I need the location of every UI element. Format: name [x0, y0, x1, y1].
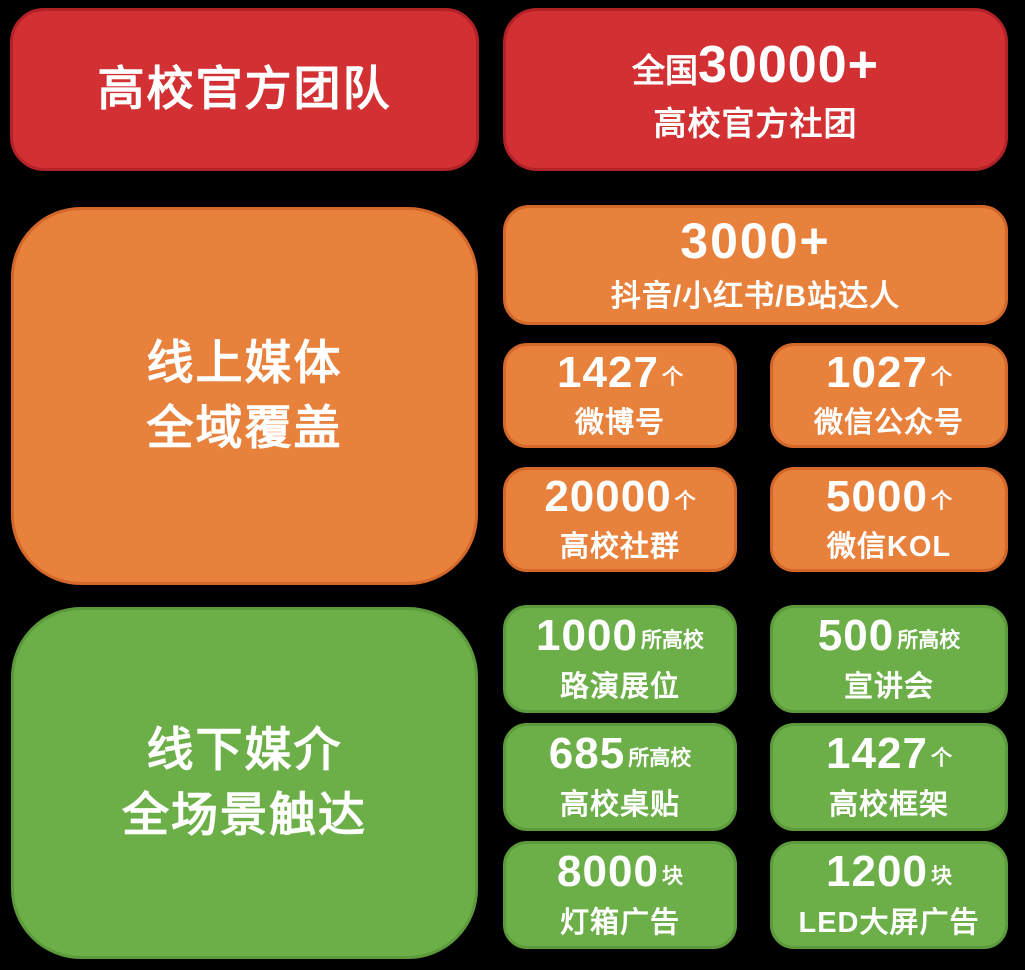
clubs-stat-number: 30000+: [698, 35, 879, 94]
stat-line: 1427 个: [557, 347, 683, 397]
stat-number: 500: [817, 611, 895, 661]
stat-label: 高校框架: [828, 788, 949, 821]
stat-card-lightbox-ads: 8000 块 灯箱广告: [503, 841, 737, 949]
clubs-stat-label: 高校官方社团: [653, 104, 858, 142]
influencers-label: 抖音/小红书/B站达人: [610, 279, 901, 313]
stat-card-wechat-kol: 5000 个 微信KOL: [770, 467, 1008, 572]
stat-line: 1200 块: [826, 849, 952, 895]
stat-number: 1027: [826, 347, 928, 397]
stat-unit: 块: [930, 865, 952, 889]
stat-card-weibo: 1427 个 微博号: [503, 343, 737, 448]
clubs-stat-prefix: 全国: [632, 51, 699, 89]
stat-line: 500 所高校: [818, 613, 960, 659]
stat-label: 高校社群: [559, 531, 680, 564]
stat-line: 5000 个: [826, 471, 952, 521]
stat-line: 1027 个: [826, 347, 952, 397]
clubs-stat-line: 全国 30000+: [632, 35, 879, 95]
stat-unit: 所高校: [628, 747, 692, 771]
stat-unit: 个: [930, 489, 952, 513]
stat-unit: 个: [930, 747, 952, 771]
offline-media-title-line1: 线下媒介: [146, 723, 343, 777]
stat-number: 5000: [826, 471, 928, 521]
stat-unit: 个: [674, 489, 696, 513]
stat-label: 灯箱广告: [559, 906, 680, 939]
stat-line: 1427 个: [826, 731, 952, 777]
stat-number: 20000: [544, 471, 672, 521]
stat-number: 1000: [536, 611, 638, 661]
stat-label: 高校桌贴: [559, 788, 680, 821]
stat-label: 宣讲会: [843, 670, 934, 703]
stat-card-influencers: 3000+ 抖音/小红书/B站达人: [503, 205, 1008, 325]
official-team-title: 高校官方团队: [97, 62, 392, 116]
card-offline-media: 线下媒介 全场景触达: [11, 607, 478, 959]
stat-card-wechat-official: 1027 个 微信公众号: [770, 343, 1008, 448]
stat-unit: 个: [661, 365, 683, 389]
stat-label: 微博号: [574, 407, 665, 440]
stat-number: 685: [548, 729, 626, 779]
stat-card-info-session: 500 所高校 宣讲会: [770, 605, 1008, 713]
stat-number: 1427: [557, 347, 659, 397]
stat-number: 1427: [826, 729, 928, 779]
card-official-clubs-stat: 全国 30000+ 高校官方社团: [503, 8, 1008, 171]
stat-number: 8000: [557, 847, 659, 897]
stat-label: 微信KOL: [826, 531, 952, 564]
stat-line: 20000 个: [544, 471, 696, 521]
online-media-title-line2: 全域覆盖: [146, 401, 343, 454]
offline-media-title-line2: 全场景触达: [122, 788, 367, 841]
stat-line: 685 所高校: [549, 731, 691, 777]
stat-unit: 块: [661, 865, 683, 889]
stat-unit: 所高校: [640, 629, 704, 653]
stat-number: 1200: [826, 847, 928, 897]
stat-label: 路演展位: [559, 670, 680, 703]
card-online-media: 线上媒体 全域覆盖: [11, 207, 478, 585]
card-official-team: 高校官方团队: [10, 8, 479, 171]
online-media-title-line1: 线上媒体: [146, 336, 343, 390]
stat-card-roadshow: 1000 所高校 路演展位: [503, 605, 737, 713]
stat-line: 1000 所高校: [536, 613, 704, 659]
stat-card-led-screen-ads: 1200 块 LED大屏广告: [770, 841, 1008, 949]
stat-label: LED大屏广告: [798, 906, 980, 939]
stat-unit: 个: [930, 365, 952, 389]
stat-label: 微信公众号: [813, 407, 964, 440]
influencers-number: 3000+: [680, 213, 831, 270]
stat-line: 8000 块: [557, 849, 683, 895]
stat-card-campus-groups: 20000 个 高校社群: [503, 467, 737, 572]
stat-card-campus-frame: 1427 个 高校框架: [770, 723, 1008, 831]
stat-unit: 所高校: [897, 629, 961, 653]
stat-card-desk-sticker: 685 所高校 高校桌贴: [503, 723, 737, 831]
